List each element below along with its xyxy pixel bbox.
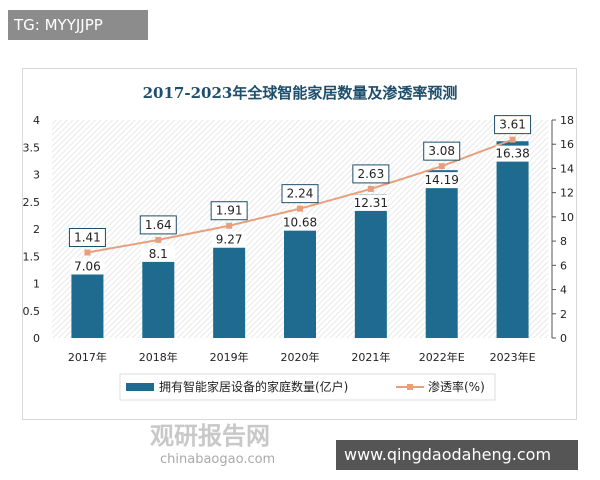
tg-label: TG: MYYJJPP [8,10,148,40]
bar [213,233,246,338]
x-tick-label: 2017年 [68,350,107,364]
x-tick-label: 2022年E [419,350,465,364]
line-label-bg [283,214,317,231]
left-tick-label: 1.5 [23,250,41,263]
chart-title: 2017-2023年全球智能家居数量及渗透率预测 [143,84,458,102]
x-tick-label: 2018年 [139,350,178,364]
right-tick-label: 4 [560,284,567,297]
legend-line-marker [407,384,413,390]
bar-label-box [423,141,461,161]
line-data-label: 14.19 [425,173,459,187]
line-marker [84,249,91,256]
line-label-bg [141,245,176,262]
line-data-label: 10.68 [283,216,317,230]
bar-data-label: 2.63 [357,167,384,181]
bar-data-label: 1.64 [145,218,172,232]
line-marker [509,136,516,143]
legend-bar-label: 拥有智能家居设备的家庭数量(亿户) [159,379,348,394]
legend-line-label: 渗透率(%) [428,379,485,394]
line-data-label: 16.38 [495,147,529,161]
x-tick-label: 2021年 [351,350,390,364]
left-tick-label: 2.5 [23,196,41,209]
line-label-bg [424,172,459,189]
bar-data-label: 1.41 [74,230,101,244]
bar-data-label: 3.08 [428,144,455,158]
bar [425,170,458,338]
line-data-label: 8.1 [149,247,168,261]
right-tick-label: 0 [560,332,567,345]
bar-label-box [68,227,106,247]
left-tick-label: 4 [33,114,40,127]
line-data-label: 7.06 [74,259,101,273]
bar-label-box [281,184,319,204]
right-tick-label: 6 [560,259,567,272]
watermark-cn: 观研报告网 [150,422,270,450]
bar [142,248,175,338]
line-label-bg [353,194,388,211]
right-tick-label: 2 [560,308,567,321]
left-tick-label: 2 [33,223,40,236]
line-label-bg [495,145,530,162]
bar-label-box [139,215,177,235]
line-label-bg [70,258,105,275]
right-tick-label: 16 [560,138,574,151]
line-marker [297,205,303,212]
line-marker [226,222,233,229]
bar [284,215,316,338]
chart-frame [22,68,577,420]
bar [496,141,529,338]
watermark-en: chinabaogao.com [160,452,276,467]
bar-label-box [494,115,532,135]
bar [354,194,387,338]
site-label: www.qingdaodaheng.com [336,440,578,470]
x-tick-label: 2023年E [490,350,536,364]
left-tick-label: 1 [33,278,40,291]
line-marker [155,236,162,243]
line-label-bg [212,231,247,248]
right-tick-label: 12 [560,187,574,200]
line-data-label: 9.27 [216,233,243,247]
right-tick-label: 8 [560,235,567,248]
right-tick-label: 18 [560,114,574,127]
right-tick-label: 14 [560,162,574,175]
bar-label-box [352,164,390,184]
legend-bar-swatch [126,383,154,391]
left-tick-label: 3.5 [23,141,41,154]
line-marker [438,163,445,170]
line-data-label: 12.31 [354,196,388,210]
left-tick-label: 0.5 [23,305,41,318]
x-tick-label: 2019年 [210,350,249,364]
bar-data-label: 2.24 [287,187,314,201]
left-tick-label: 0 [33,332,40,345]
x-tick-label: 2020年 [281,350,320,364]
right-tick-label: 10 [560,211,574,224]
bar-data-label: 1.91 [216,204,243,218]
legend [119,373,496,401]
bar-label-box [210,201,248,221]
line-marker [367,185,374,192]
left-tick-label: 3 [33,169,40,182]
bar-data-label: 3.61 [499,118,526,132]
